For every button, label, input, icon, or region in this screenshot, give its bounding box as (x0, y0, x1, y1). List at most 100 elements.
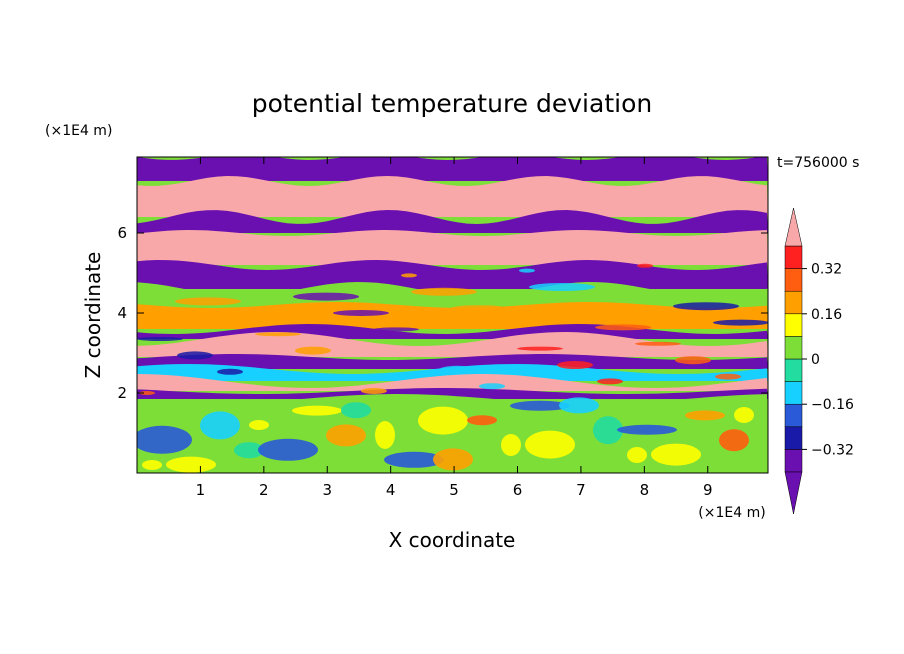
colorbar-segment (784, 426, 803, 450)
chart-title: potential temperature deviation (252, 89, 652, 118)
contour-cell (384, 451, 444, 468)
colorbar-segment (784, 381, 803, 405)
contour-band (137, 176, 768, 217)
colorbar-segment (784, 313, 803, 337)
colorbar-segment (784, 336, 803, 360)
contour-cell (142, 460, 162, 470)
contour-band (137, 332, 768, 357)
contour-cell (258, 438, 318, 461)
contour-cell (557, 361, 593, 369)
contour-band (137, 210, 768, 233)
x-axis: 1 2 3 4 5 6 7 8 9 (196, 157, 713, 499)
colorbar-extend-min (784, 471, 803, 515)
contour-cell (715, 373, 741, 380)
colorbar-segment (784, 358, 803, 382)
colorbar-segment (784, 245, 803, 269)
contour-cell (137, 337, 183, 341)
contour-cell (479, 383, 505, 390)
contour-cell (510, 400, 570, 411)
colorbar-tick-label: 0.32 (811, 262, 842, 278)
colorbar-segment (784, 403, 803, 428)
contour-cell (326, 424, 366, 447)
contour-band (137, 302, 768, 329)
contour-cell (593, 416, 623, 445)
contour-band (137, 388, 768, 399)
contour-cell (215, 314, 271, 321)
contour-cell (166, 456, 216, 473)
contour-cell (361, 388, 387, 394)
contour-cell (673, 302, 739, 311)
contour-cell (200, 411, 240, 440)
contour-cell (375, 421, 395, 449)
y-unit-label: (×1E4 m) (45, 123, 112, 139)
contour-cell (217, 368, 243, 375)
contour-cell (519, 268, 535, 273)
x-tick-label: 3 (322, 481, 332, 499)
contour-cell (467, 415, 497, 426)
contour-band (137, 354, 768, 369)
colorbar-segment (784, 449, 803, 473)
contour-band (137, 157, 768, 181)
contour-cell (595, 324, 651, 331)
y-tick-label: 6 (117, 224, 127, 242)
contour-cell (517, 346, 563, 351)
time-label: t=756000 s (777, 155, 859, 171)
contour-cell (177, 351, 213, 360)
contour-cell (734, 407, 754, 423)
contour-cell (175, 297, 241, 306)
contour-cell (292, 405, 342, 416)
contour-cell (137, 425, 192, 454)
contour-band (137, 374, 768, 391)
x-unit-label: (×1E4 m) (698, 505, 765, 521)
contour-cell (627, 447, 647, 463)
y-axis-label: Z coordinate (81, 252, 105, 379)
contour-cell (451, 305, 507, 312)
x-tick-label: 6 (513, 481, 523, 499)
contour-cell (249, 420, 269, 430)
contour-cell (685, 410, 725, 421)
contour-cell (341, 402, 371, 419)
plot-frame (136, 156, 769, 474)
x-tick-label: 8 (640, 481, 650, 499)
y-tick-label: 4 (117, 304, 127, 322)
contour-cell (418, 406, 468, 435)
contour-cell (433, 448, 473, 471)
contour-cell (139, 391, 155, 395)
contour-cell (597, 378, 623, 385)
contour-cell (295, 346, 331, 355)
contour-cell (373, 327, 419, 332)
contour-band (137, 282, 768, 305)
contour-cell (401, 273, 417, 278)
contour-cell (255, 332, 301, 337)
colorbar-segment (784, 268, 803, 292)
contour-cell (501, 434, 521, 456)
contour-cell (411, 287, 477, 296)
colorbar-tick-label: 0.16 (811, 307, 842, 323)
contour-cell (333, 310, 389, 316)
x-tick-label: 1 (196, 481, 206, 499)
contour-cell (635, 341, 681, 346)
x-axis-label: X coordinate (389, 528, 516, 552)
contour-cell (439, 365, 475, 374)
y-axis: 2 4 6 (117, 224, 768, 402)
contour-cell (617, 424, 677, 435)
x-tick-label: 7 (576, 481, 586, 499)
contour-cell (651, 443, 701, 466)
contour-band (137, 230, 768, 265)
x-tick-label: 9 (703, 481, 713, 499)
x-tick-label: 5 (449, 481, 459, 499)
contour-cell (525, 430, 575, 459)
x-tick-label: 4 (386, 481, 396, 499)
colorbar-extend-max (784, 207, 803, 247)
colorbar-tick-label: −0.32 (811, 442, 854, 458)
contour-cell (293, 292, 359, 301)
contour-cell (283, 278, 299, 283)
contour-cell (637, 263, 653, 268)
contour-cell (719, 429, 749, 452)
colorbar-tick-label: 0 (811, 352, 820, 368)
contour-cell (234, 442, 264, 459)
contour-field (137, 157, 768, 473)
colorbar-segment (784, 290, 803, 315)
y-tick-label: 2 (117, 384, 127, 402)
